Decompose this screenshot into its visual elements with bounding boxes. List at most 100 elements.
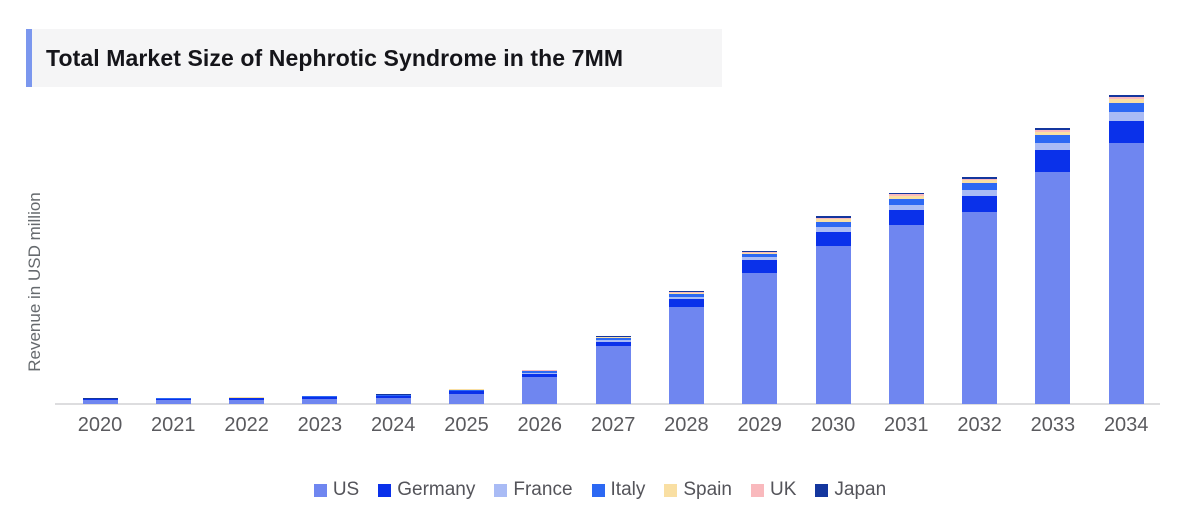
legend-item-france[interactable]: France xyxy=(494,479,573,501)
bar-segment-spain-2027[interactable] xyxy=(595,337,631,338)
bar-segment-us-2022[interactable] xyxy=(229,399,265,404)
bar-segment-france-2024[interactable] xyxy=(375,395,411,397)
bar-segment-germany-2029[interactable] xyxy=(742,260,778,273)
bar-segment-us-2027[interactable] xyxy=(595,346,631,404)
bar-segment-uk-2027[interactable] xyxy=(595,336,631,338)
bar-segment-spain-2033[interactable] xyxy=(1035,132,1071,135)
bar-segment-japan-2028[interactable] xyxy=(668,291,704,293)
bar-segment-us-2025[interactable] xyxy=(449,393,484,404)
bar-segment-italy-2030[interactable] xyxy=(815,221,851,227)
bar-segment-germany-2021[interactable] xyxy=(155,398,191,401)
bar-segment-germany-2031[interactable] xyxy=(888,210,924,225)
legend-item-spain[interactable]: Spain xyxy=(664,479,732,501)
bar-segment-us-2023[interactable] xyxy=(302,398,338,404)
bar-segment-germany-2030[interactable] xyxy=(815,231,851,246)
bar-segment-us-2029[interactable] xyxy=(742,273,778,404)
bar-2022[interactable] xyxy=(229,397,265,404)
bar-segment-uk-2031[interactable] xyxy=(888,194,924,197)
bar-segment-spain-2030[interactable] xyxy=(815,219,851,222)
bar-segment-spain-2029[interactable] xyxy=(742,252,778,255)
bar-segment-italy-2024[interactable] xyxy=(375,395,411,396)
bar-segment-spain-2034[interactable] xyxy=(1108,99,1144,103)
legend-item-germany[interactable]: Germany xyxy=(378,479,475,501)
bar-segment-us-2030[interactable] xyxy=(815,246,851,404)
bar-segment-japan-2031[interactable] xyxy=(888,192,924,195)
bar-2031[interactable] xyxy=(888,192,924,404)
bar-2027[interactable] xyxy=(595,336,631,404)
bar-2032[interactable] xyxy=(962,176,998,404)
bar-2025[interactable] xyxy=(449,388,484,404)
bar-segment-italy-2027[interactable] xyxy=(595,338,631,340)
bar-segment-uk-2030[interactable] xyxy=(815,217,851,220)
bar-segment-france-2034[interactable] xyxy=(1108,111,1144,121)
bar-segment-us-2026[interactable] xyxy=(522,377,558,404)
bar-segment-uk-2029[interactable] xyxy=(742,251,778,253)
bar-segment-us-2033[interactable] xyxy=(1035,172,1071,404)
bar-2023[interactable] xyxy=(302,395,338,404)
bar-segment-japan-2033[interactable] xyxy=(1035,128,1071,130)
bar-2030[interactable] xyxy=(815,216,851,404)
bar-segment-france-2027[interactable] xyxy=(595,340,631,342)
bar-segment-us-2028[interactable] xyxy=(668,307,704,404)
bar-2034[interactable] xyxy=(1108,94,1144,404)
bar-segment-japan-2030[interactable] xyxy=(815,216,851,218)
bar-segment-uk-2028[interactable] xyxy=(668,292,704,293)
bar-segment-germany-2032[interactable] xyxy=(962,196,998,212)
bar-segment-japan-2027[interactable] xyxy=(595,336,631,337)
bar-segment-france-2025[interactable] xyxy=(449,390,484,392)
bar-segment-us-2024[interactable] xyxy=(375,397,411,404)
bar-segment-italy-2032[interactable] xyxy=(962,183,998,190)
bar-2020[interactable] xyxy=(82,398,118,404)
bar-segment-us-2031[interactable] xyxy=(888,225,924,404)
bar-segment-france-2026[interactable] xyxy=(522,372,558,374)
bar-segment-germany-2027[interactable] xyxy=(595,341,631,346)
bar-segment-italy-2031[interactable] xyxy=(888,198,924,205)
bar-segment-italy-2025[interactable] xyxy=(449,389,484,391)
bar-segment-spain-2031[interactable] xyxy=(888,196,924,199)
bar-segment-germany-2024[interactable] xyxy=(375,396,411,398)
bar-segment-germany-2034[interactable] xyxy=(1108,121,1144,143)
bar-segment-france-2033[interactable] xyxy=(1035,142,1071,150)
bar-segment-japan-2029[interactable] xyxy=(742,250,778,252)
bar-segment-france-2029[interactable] xyxy=(742,257,778,260)
legend-item-us[interactable]: US xyxy=(313,479,359,501)
bar-segment-germany-2025[interactable] xyxy=(449,391,484,394)
legend-item-uk[interactable]: UK xyxy=(750,479,796,501)
bar-segment-france-2030[interactable] xyxy=(815,227,851,232)
legend-item-japan[interactable]: Japan xyxy=(815,479,886,501)
bar-2029[interactable] xyxy=(742,250,778,404)
bar-segment-germany-2028[interactable] xyxy=(668,298,704,307)
bar-segment-us-2032[interactable] xyxy=(962,212,998,404)
bar-2026[interactable] xyxy=(522,369,558,404)
bar-segment-us-2034[interactable] xyxy=(1108,143,1144,404)
bar-segment-italy-2026[interactable] xyxy=(522,371,558,373)
bar-segment-france-2028[interactable] xyxy=(668,296,704,299)
bar-segment-spain-2032[interactable] xyxy=(962,180,998,183)
bar-2024[interactable] xyxy=(375,394,411,404)
bar-segment-italy-2034[interactable] xyxy=(1108,103,1144,112)
bar-segment-japan-2032[interactable] xyxy=(962,176,998,179)
bar-segment-japan-2034[interactable] xyxy=(1108,94,1144,97)
bar-segment-italy-2029[interactable] xyxy=(742,254,778,258)
bar-segment-us-2020[interactable] xyxy=(82,400,118,404)
bar-segment-uk-2033[interactable] xyxy=(1035,129,1071,132)
bar-2028[interactable] xyxy=(668,291,704,404)
bar-segment-france-2031[interactable] xyxy=(888,204,924,210)
bar-segment-germany-2022[interactable] xyxy=(229,398,265,400)
bar-segment-germany-2023[interactable] xyxy=(302,397,338,399)
bar-segment-italy-2023[interactable] xyxy=(302,396,338,397)
bar-segment-uk-2032[interactable] xyxy=(962,178,998,181)
bar-segment-italy-2028[interactable] xyxy=(668,293,704,297)
bar-segment-france-2032[interactable] xyxy=(962,189,998,196)
bar-segment-spain-2026[interactable] xyxy=(522,370,558,372)
bar-segment-italy-2033[interactable] xyxy=(1035,135,1071,143)
bar-2021[interactable] xyxy=(155,397,191,404)
bar-segment-germany-2020[interactable] xyxy=(82,399,118,401)
bar-segment-germany-2033[interactable] xyxy=(1035,150,1071,172)
bar-segment-germany-2026[interactable] xyxy=(522,373,558,377)
bar-2033[interactable] xyxy=(1035,128,1071,404)
legend-item-italy[interactable]: Italy xyxy=(591,479,645,501)
bar-segment-spain-2028[interactable] xyxy=(668,292,704,294)
bar-segment-uk-2034[interactable] xyxy=(1108,96,1144,100)
bar-segment-us-2021[interactable] xyxy=(155,400,191,404)
